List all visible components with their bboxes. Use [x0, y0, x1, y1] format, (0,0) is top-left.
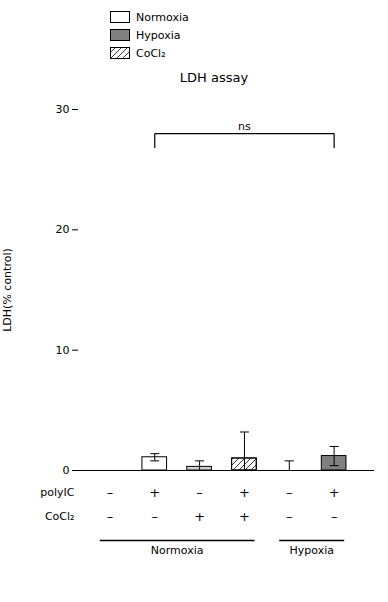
- svg-text:CoCl₂: CoCl₂: [45, 510, 75, 523]
- svg-text:Hypoxia: Hypoxia: [289, 544, 333, 557]
- svg-text:–: –: [286, 509, 293, 524]
- svg-text:0: 0: [63, 464, 70, 477]
- svg-text:30: 30: [56, 103, 70, 116]
- svg-text:–: –: [151, 509, 158, 524]
- svg-text:–: –: [331, 509, 338, 524]
- svg-text:10: 10: [56, 344, 70, 357]
- svg-text:20: 20: [56, 223, 70, 236]
- svg-text:Normoxia: Normoxia: [151, 544, 204, 557]
- svg-text:–: –: [196, 485, 203, 500]
- html-text:LDH assay: LDH assay: [179, 70, 249, 85]
- svg-text:LDH(% control): LDH(% control): [1, 248, 14, 332]
- svg-text:+: +: [194, 509, 205, 524]
- svg-text:+: +: [239, 509, 250, 524]
- html-text:CoCl₂: CoCl₂: [136, 46, 166, 60]
- svg-text:+: +: [329, 485, 340, 500]
- svg-text:ns: ns: [238, 120, 251, 133]
- svg-text:+: +: [149, 485, 160, 500]
- html-text:Normoxia: Normoxia: [136, 10, 189, 24]
- svg-text:–: –: [107, 509, 114, 524]
- svg-text:–: –: [286, 485, 293, 500]
- svg-text:–: –: [107, 485, 114, 500]
- svg-text:+: +: [239, 485, 250, 500]
- svg-text:polyIC: polyIC: [40, 486, 75, 499]
- html-text:Hypoxia: Hypoxia: [136, 28, 181, 42]
